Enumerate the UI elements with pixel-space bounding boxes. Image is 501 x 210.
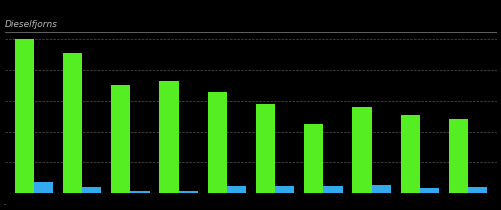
- Bar: [178, 191, 197, 193]
- Bar: [256, 104, 275, 193]
- Bar: [15, 39, 34, 193]
- Bar: [304, 124, 323, 193]
- Bar: [63, 53, 82, 193]
- Bar: [419, 188, 438, 193]
- Bar: [323, 185, 342, 193]
- Text: -: -: [4, 201, 7, 207]
- Bar: [82, 187, 101, 193]
- Bar: [467, 187, 486, 193]
- Bar: [448, 119, 467, 193]
- Bar: [371, 185, 390, 193]
- Bar: [207, 92, 226, 193]
- Text: Dieselfjorns: Dieselfjorns: [5, 20, 58, 29]
- Bar: [226, 186, 245, 193]
- Bar: [352, 107, 371, 193]
- Bar: [130, 191, 149, 193]
- Bar: [400, 115, 419, 193]
- Bar: [34, 182, 53, 193]
- Bar: [159, 81, 178, 193]
- Bar: [111, 85, 130, 193]
- Bar: [275, 186, 294, 193]
